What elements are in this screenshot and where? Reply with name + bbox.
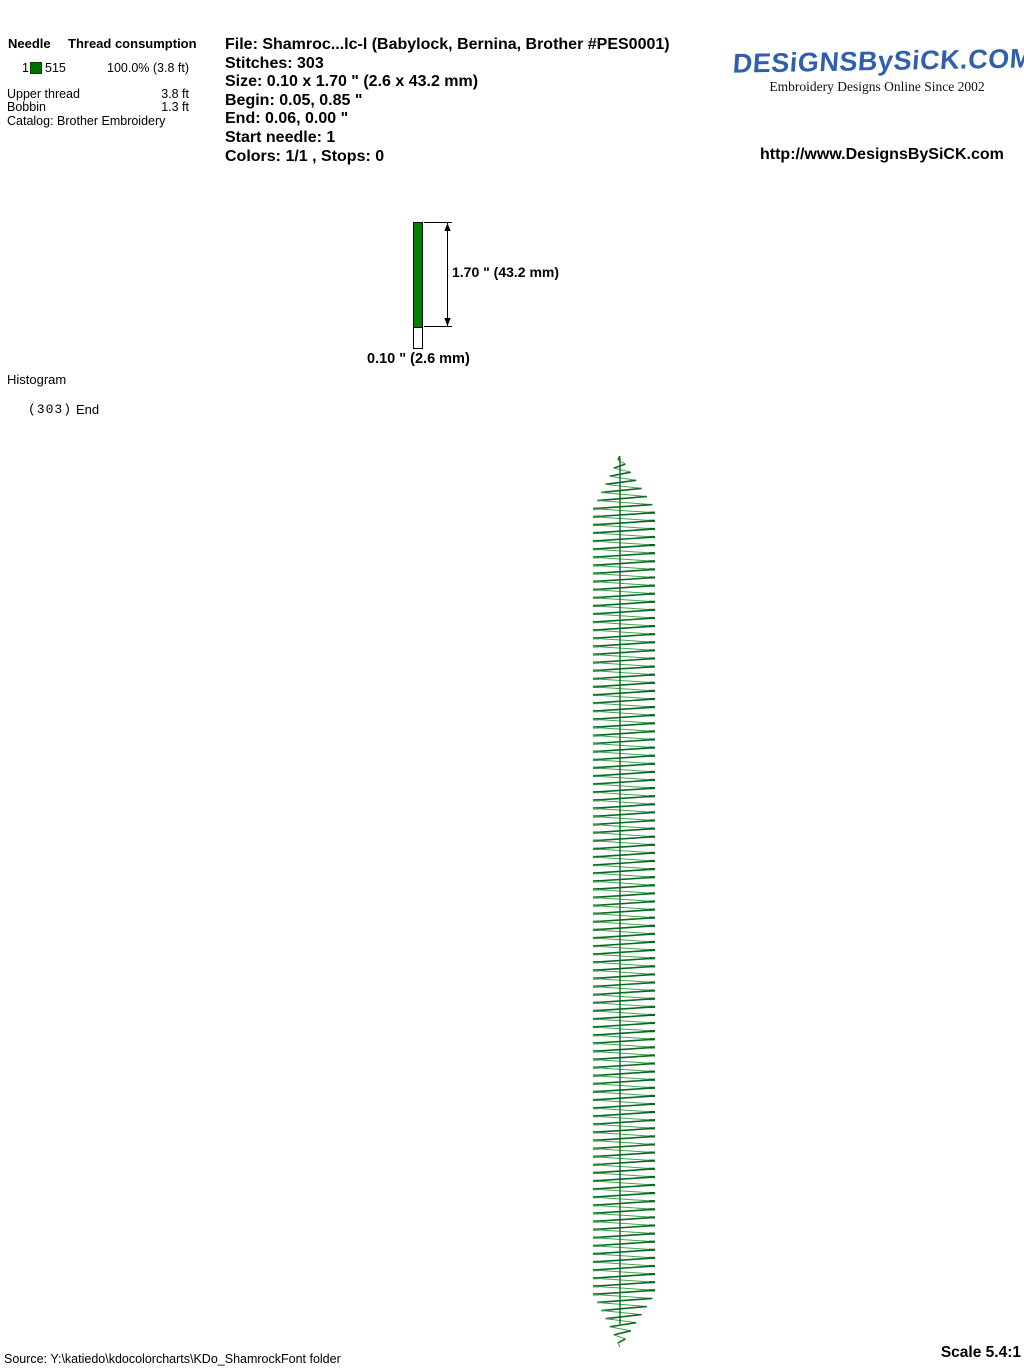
brand-logo-text: DESiGNSBySiCK.COM — [731, 43, 1024, 79]
stitches-line: Stitches: 303 — [225, 54, 324, 72]
upper-thread-label: Upper thread — [7, 87, 80, 101]
upper-thread-row: Upper thread 3.8 ft — [7, 87, 189, 102]
stitch-pattern — [592, 455, 656, 1348]
histogram-end-label: End — [76, 402, 100, 417]
catalog-line: Catalog: Brother Embroidery — [7, 114, 166, 128]
bobbin-label: Bobbin — [7, 100, 46, 114]
thread-table-header-needle: Needle — [8, 36, 51, 51]
width-dimension-label: 0.10 " (2.6 mm) — [367, 351, 470, 367]
brand-url: http://www.DesignsBySiCK.com — [760, 146, 1004, 163]
source-path: Source: Y:\katiedo\kdocolorcharts\KDo_Sh… — [4, 1352, 341, 1366]
thread-color-swatch — [30, 62, 42, 74]
bobbin-row: Bobbin 1.3 ft — [7, 100, 189, 115]
design-width-bracket — [413, 327, 423, 349]
thread-color-code: 515 — [45, 61, 66, 75]
scale-label: Scale 5.4:1 — [940, 1344, 1021, 1361]
histogram-title: Histogram — [7, 372, 67, 387]
height-dimension-label: 1.70 " (43.2 mm) — [452, 264, 560, 280]
histogram-stitch-count: (303) — [28, 402, 73, 417]
file-info-block: File: Shamroc...lc-l (Babylock, Bernina,… — [225, 36, 670, 166]
upper-thread-value: 3.8 ft — [161, 87, 189, 101]
size-line: Size: 0.10 x 1.70 " (2.6 x 43.2 mm) — [225, 73, 479, 91]
thread-table-header-consumption: Thread consumption — [68, 36, 197, 51]
begin-line: Begin: 0.05, 0.85 " — [225, 91, 363, 109]
colors-line: Colors: 1/1 , Stops: 0 — [225, 147, 385, 165]
end-line: End: 0.06, 0.00 " — [225, 110, 349, 128]
file-name-line: File: Shamroc...lc-l (Babylock, Bernina,… — [225, 36, 670, 53]
start-needle-line: Start needle: 1 — [225, 128, 336, 146]
brand-logo: DESiGNSBySiCK.COM Embroidery Designs Onl… — [731, 43, 1024, 95]
brand-tagline: Embroidery Designs Online Since 2002 — [769, 79, 985, 94]
bobbin-value: 1.3 ft — [161, 100, 189, 114]
thread-consumption-value: 100.0% (3.8 ft) — [107, 61, 189, 75]
dimension-lines — [424, 222, 452, 327]
needle-number: 1 — [22, 61, 29, 75]
